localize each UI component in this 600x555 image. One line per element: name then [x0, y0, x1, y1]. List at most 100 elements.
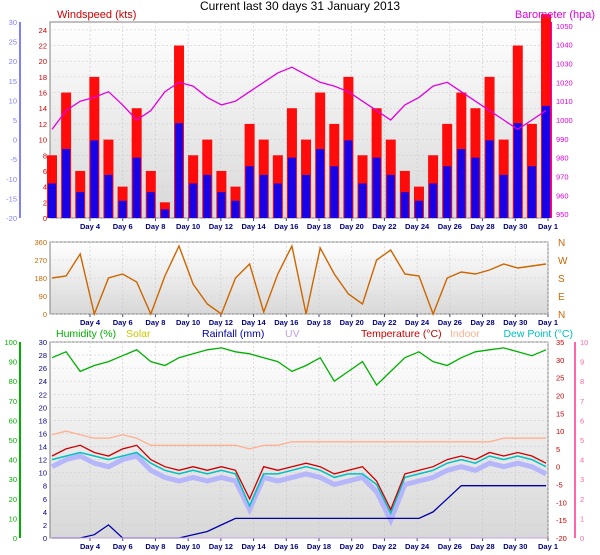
y-tick-label-barometer: 960 — [556, 191, 569, 200]
windspeed-avg-bar — [429, 183, 438, 218]
x-tick-label: Day 4 — [80, 222, 101, 231]
windspeed-avg-bar — [132, 157, 141, 218]
x-tick-label: Day 16 — [274, 318, 298, 327]
y-tick-label-uv: 1 — [580, 514, 584, 523]
x-tick-label: Day 14 — [241, 222, 266, 231]
y-tick-label-temperature: 35 — [556, 338, 564, 347]
x-tick-label: Day 30 — [503, 542, 527, 551]
x-tick-label: Day 6 — [113, 542, 133, 551]
humidity-line — [51, 347, 547, 387]
windspeed-avg-bar — [358, 183, 367, 218]
windspeed-avg-bar — [104, 174, 113, 218]
y-tick-label-outer: 20 — [9, 57, 17, 66]
y-tick-label-outer: 25 — [9, 38, 17, 47]
y-tick-label-barometer: 970 — [556, 173, 569, 182]
y-tick-label-rainfall: 6 — [43, 495, 47, 504]
y-tick-label-windspeed: 12 — [39, 120, 47, 129]
y-tick-label-barometer: 1030 — [556, 59, 573, 68]
x-tick-label: Day 16 — [274, 542, 298, 551]
y-tick-label-barometer: 990 — [556, 135, 569, 144]
y-tick-label-rainfall: 22 — [39, 390, 47, 399]
y-tick-label-windspeed: 8 — [43, 151, 47, 160]
x-tick-label: Day 1 — [538, 222, 558, 231]
windspeed-avg-bar — [414, 200, 423, 218]
y-tick-label-barometer: 1000 — [556, 116, 573, 125]
legend-humidity: Humidity (%) — [56, 328, 116, 340]
dewpoint-line — [51, 451, 547, 515]
y-tick-label-outer: -20 — [6, 214, 17, 223]
windspeed-avg-bar — [485, 140, 494, 218]
x-tick-label: Day 6 — [113, 318, 133, 327]
x-tick-label: Day 16 — [274, 222, 298, 231]
windspeed-avg-bar — [471, 157, 480, 218]
y-tick-label-rainfall: 20 — [39, 403, 47, 412]
y-tick-label-windspeed: 2 — [43, 198, 47, 207]
x-tick-label: Day 10 — [176, 542, 200, 551]
windspeed-avg-bar — [287, 157, 296, 218]
windspeed-avg-bar — [245, 166, 254, 218]
y-tick-label-rainfall: 16 — [39, 429, 47, 438]
y-tick-label-temperature: 5 — [556, 445, 560, 454]
y-tick-label-barometer: 1040 — [556, 41, 573, 50]
y-tick-label-humidity: 60 — [9, 416, 17, 425]
y-tick-label-outer: 10 — [9, 96, 17, 105]
windspeed-avg-bar — [160, 209, 169, 218]
plot-area-3 — [49, 341, 549, 539]
windspeed-avg-bar — [386, 174, 395, 218]
x-tick-label: Day 8 — [145, 318, 165, 327]
x-tick-label: Day 4 — [80, 318, 101, 327]
y-tick-label-uv: 4 — [580, 456, 584, 465]
x-tick-label: Day 30 — [503, 318, 527, 327]
y-tick-label-temperature: 30 — [556, 356, 564, 365]
y-tick-label-humidity: 70 — [9, 397, 17, 406]
y-tick-label-humidity: 20 — [9, 495, 17, 504]
windspeed-avg-bar — [302, 174, 311, 218]
y-tick-label-humidity: 50 — [9, 436, 17, 445]
y-tick-label-temperature: 15 — [556, 409, 564, 418]
y-tick-label-barometer: 1050 — [556, 22, 573, 31]
y-tick-label-outer: -5 — [10, 155, 17, 164]
x-tick-label: Day 8 — [145, 542, 165, 551]
y-tick-label-rainfall: 26 — [39, 364, 47, 373]
y-tick-label-temperature: 10 — [556, 427, 564, 436]
windspeed-avg-bar — [76, 192, 85, 218]
windspeed-avg-bar — [273, 183, 282, 218]
x-tick-label: Day 18 — [307, 542, 331, 551]
windspeed-avg-bar — [372, 157, 381, 218]
x-tick-label: Day 18 — [307, 318, 331, 327]
x-tick-label: Day 22 — [372, 222, 396, 231]
y-tick-label-rainfall: 10 — [39, 469, 47, 478]
legend-rainfall: Rainfall (mm) — [202, 328, 264, 340]
windspeed-avg-bar — [457, 149, 466, 218]
y-tick-label-windspeed: 10 — [39, 136, 47, 145]
y-tick-label-barometer: 980 — [556, 154, 569, 163]
windspeed-avg-bar — [400, 192, 409, 218]
windspeed-avg-bar — [344, 140, 353, 218]
barometer-line — [51, 66, 547, 131]
compass-label: N — [558, 310, 565, 321]
y-tick-label-windspeed: 14 — [39, 104, 47, 113]
y-tick-label-humidity: 40 — [9, 456, 17, 465]
y-tick-label-humidity: 100 — [4, 338, 17, 347]
compass-label: W — [558, 256, 568, 267]
y-tick-label-humidity: 80 — [9, 377, 17, 386]
page-title: Current last 30 days 31 January 2013 — [199, 0, 401, 13]
windspeed-avg-bar — [527, 166, 536, 218]
y-tick-label-rainfall: 8 — [43, 482, 47, 491]
x-tick-label: Day 12 — [209, 542, 233, 551]
windspeed-avg-bar — [513, 123, 522, 218]
y-tick-label-barometer: 1010 — [556, 97, 573, 106]
legend-uv: UV — [285, 328, 300, 340]
y-tick-label-windspeed: 6 — [43, 167, 47, 176]
x-tick-label: Day 12 — [209, 222, 233, 231]
x-tick-label: Day 18 — [307, 222, 331, 231]
y-tick-label-rainfall: 14 — [39, 443, 47, 452]
y-tick-label-windspeed: 4 — [43, 183, 47, 192]
legend-windspeed: Windspeed (kts) — [57, 9, 136, 21]
y-tick-label-humidity: 30 — [9, 475, 17, 484]
windspeed-avg-bar — [90, 140, 99, 218]
windspeed-avg-bar — [48, 183, 56, 218]
y-tick-label-temperature: 20 — [556, 391, 564, 400]
x-tick-label: Day 26 — [438, 318, 462, 327]
